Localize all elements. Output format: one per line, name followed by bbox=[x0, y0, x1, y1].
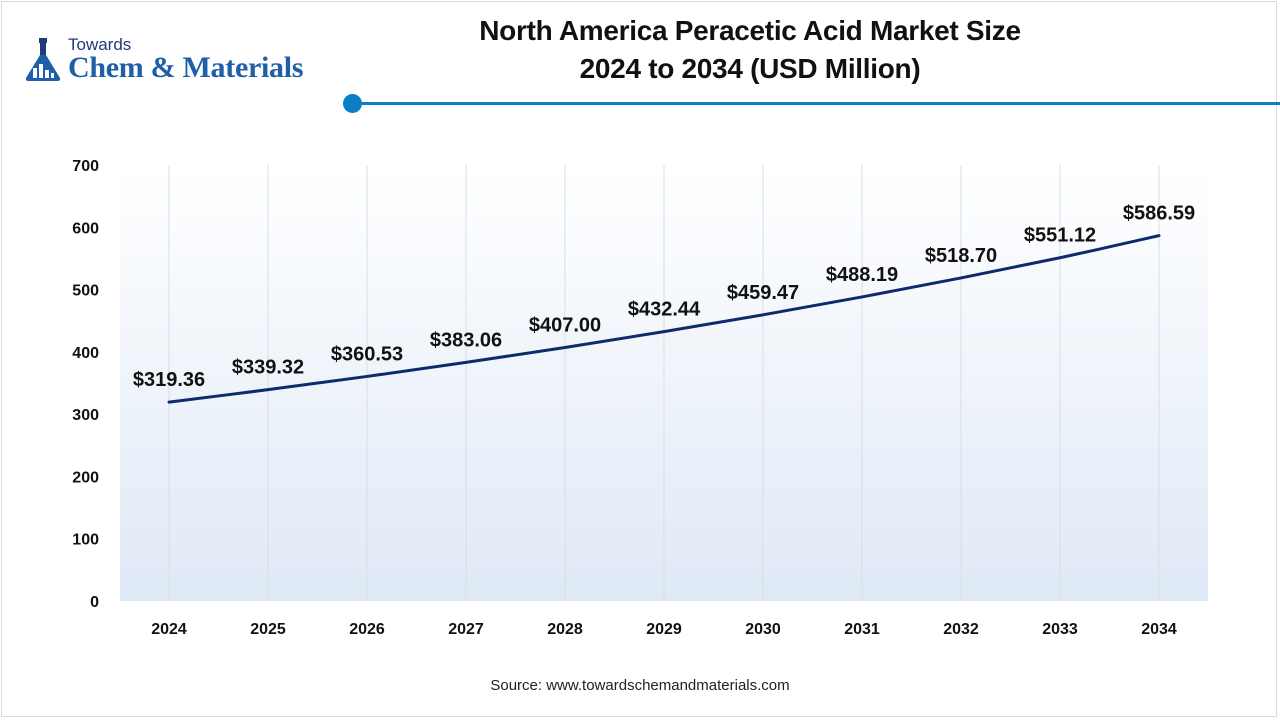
data-label-2030: $459.47 bbox=[727, 282, 799, 304]
chart-subtitle: 2024 to 2034 (USD Million) bbox=[579, 53, 921, 84]
x-tick-label-2026: 2026 bbox=[349, 621, 385, 638]
brand-logo: Towards Chem & Materials bbox=[22, 34, 342, 94]
x-tick-label-2033: 2033 bbox=[1042, 621, 1078, 638]
data-label-2028: $407.00 bbox=[529, 314, 601, 336]
series-line-0 bbox=[167, 234, 1161, 404]
x-tick-label-2030: 2030 bbox=[745, 621, 781, 638]
data-label-2031: $488.19 bbox=[826, 264, 898, 286]
data-label-2025: $339.32 bbox=[232, 357, 304, 379]
x-tick-label-2031: 2031 bbox=[844, 621, 880, 638]
y-tick-label-600: 600 bbox=[72, 220, 99, 237]
y-tick-label-200: 200 bbox=[72, 469, 99, 486]
data-label-2034: $586.59 bbox=[1123, 203, 1195, 225]
y-tick-label-100: 100 bbox=[72, 532, 99, 549]
source-note: Source: www.towardschemandmaterials.com bbox=[490, 677, 790, 694]
flask-icon bbox=[25, 38, 61, 81]
y-tick-label-0: 0 bbox=[90, 594, 99, 611]
x-tick-label-2028: 2028 bbox=[547, 621, 583, 638]
x-tick-label-2025: 2025 bbox=[250, 621, 286, 638]
data-label-2029: $432.44 bbox=[628, 299, 701, 321]
x-tick-label-2024: 2024 bbox=[151, 621, 187, 638]
y-tick-label-500: 500 bbox=[72, 283, 99, 300]
logo-name: Chem & Materials bbox=[68, 51, 304, 84]
title-divider-dot bbox=[343, 94, 362, 113]
y-tick-label-700: 700 bbox=[72, 158, 99, 175]
data-label-2026: $360.53 bbox=[331, 343, 403, 365]
data-label-2027: $383.06 bbox=[430, 329, 502, 351]
grid-lines bbox=[168, 165, 1160, 601]
y-tick-label-400: 400 bbox=[72, 345, 99, 362]
x-tick-label-2034: 2034 bbox=[1141, 621, 1177, 638]
data-labels: $319.36 $339.32 $360.53 $383.06 $407.00 $432.… bbox=[133, 203, 1195, 391]
title-divider bbox=[353, 102, 1280, 105]
chart-title-block: North America Peracetic Acid Market Size… bbox=[450, 12, 1050, 88]
x-tick-label-2027: 2027 bbox=[448, 621, 484, 638]
chart-title: North America Peracetic Acid Market Size bbox=[479, 15, 1021, 46]
data-label-2033: $551.12 bbox=[1024, 225, 1096, 247]
series-group bbox=[167, 234, 1161, 404]
x-tick-label-2032: 2032 bbox=[943, 621, 979, 638]
data-label-2024: $319.36 bbox=[133, 369, 205, 391]
data-label-2032: $518.70 bbox=[925, 245, 997, 267]
y-tick-label-300: 300 bbox=[72, 407, 99, 424]
logo-tagline: Towards bbox=[68, 35, 132, 54]
axis-labels: 2024 2025 2026 2027 2028 2029 2030 2031 2032 2033… bbox=[72, 158, 1177, 638]
x-tick-label-2029: 2029 bbox=[646, 621, 682, 638]
